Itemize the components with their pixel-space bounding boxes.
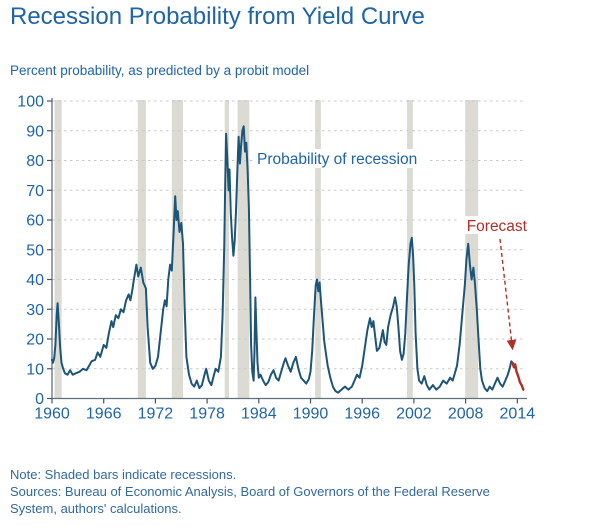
probability-line (51, 125, 514, 394)
y-tick-label: 90 (26, 123, 44, 140)
axes (47, 98, 527, 404)
y-tick-label: 70 (26, 183, 44, 200)
y-tick-label: 10 (26, 361, 44, 378)
x-tick-label: 1978 (189, 406, 225, 423)
footnotes: Note: Shaded bars indicate recessions. S… (10, 466, 510, 517)
x-tick-label: 1966 (86, 406, 122, 423)
y-tick-label: 100 (17, 94, 44, 111)
x-tick-label: 1984 (241, 406, 277, 423)
recession-band (137, 100, 146, 399)
gridlines (52, 100, 523, 370)
x-tick-label: 1972 (138, 406, 174, 423)
annotations: Probability of recession Forecast (254, 149, 529, 351)
y-tick-label: 0 (35, 391, 44, 408)
forecast-line (511, 361, 525, 391)
forecast-label: Forecast (467, 218, 528, 235)
x-tick-label: 2002 (396, 406, 432, 423)
series-label: Probability of recession (257, 151, 417, 168)
data-lines (51, 125, 525, 394)
recession-band (237, 100, 250, 399)
x-tick-label: 2008 (448, 406, 484, 423)
x-tick-label: 2014 (500, 406, 536, 423)
page-title: Recession Probability from Yield Curve (10, 3, 425, 30)
forecast-arrow (499, 238, 517, 351)
sources-text: Sources: Bureau of Economic Analysis, Bo… (10, 484, 490, 517)
recession-band (465, 100, 479, 399)
axis-tick-labels: 0 10 20 30 40 50 60 70 80 90 100 1960 1966 1972 1978 19… (17, 94, 535, 423)
x-tick-label: 1996 (344, 406, 380, 423)
forecast-label-bg (459, 216, 529, 234)
y-tick-label: 30 (26, 302, 44, 319)
series-label-bg (254, 149, 428, 168)
chart-subtitle: Percent probability, as predicted by a p… (10, 63, 310, 78)
recession-band (171, 100, 183, 399)
x-tick-label: 1960 (34, 406, 70, 423)
y-tick-label: 80 (26, 153, 44, 170)
y-tick-label: 50 (26, 242, 44, 259)
y-tick-label: 40 (26, 272, 44, 289)
y-tick-label: 60 (26, 213, 44, 230)
y-tick-label: 20 (26, 332, 44, 349)
note-text: Note: Shaded bars indicate recessions. (10, 467, 237, 482)
x-tick-label: 1990 (293, 406, 329, 423)
